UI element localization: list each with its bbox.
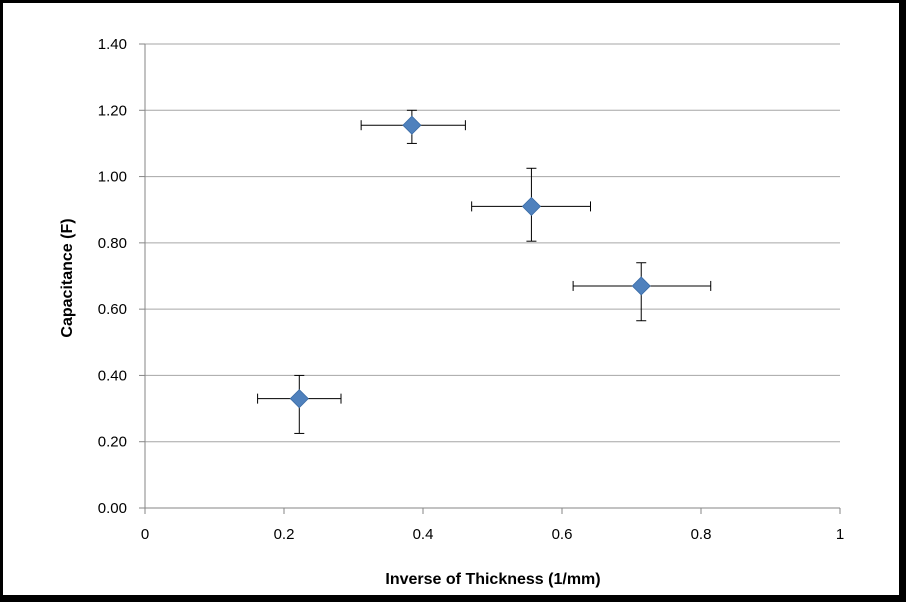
- x-tick-label: 1: [836, 526, 844, 543]
- y-tick-label: 1.40: [98, 36, 127, 53]
- y-tick-label: 0.80: [98, 235, 127, 252]
- y-tick-label: 0.20: [98, 434, 127, 451]
- y-tick-label: 0.60: [98, 301, 127, 318]
- y-axis-title: Capacitance (F): [59, 218, 76, 337]
- tick-labels: 0.00 0.20 0.40 0.60 0.80 1.00 1.20 1.40 0 0.2 0.4 0…: [98, 36, 844, 543]
- data-points: [289, 115, 651, 409]
- data-point: [521, 196, 541, 216]
- x-tick-label: 0.6: [552, 526, 573, 543]
- x-tick-label: 0: [141, 526, 149, 543]
- y-tick-label: 0.00: [98, 500, 127, 517]
- x-axis-title: Inverse of Thickness (1/mm): [385, 571, 600, 588]
- axes: [139, 43, 841, 514]
- error-bars: [257, 109, 712, 434]
- x-tick-label: 0.4: [413, 526, 434, 543]
- gridlines: [145, 43, 840, 443]
- y-tick-label: 1.00: [98, 169, 127, 186]
- x-tick-label: 0.8: [691, 526, 712, 543]
- x-tick-label: 0.2: [274, 526, 295, 543]
- y-tick-label: 0.40: [98, 367, 127, 384]
- data-point: [631, 276, 651, 296]
- y-tick-label: 1.20: [98, 102, 127, 119]
- data-point: [402, 115, 422, 135]
- data-point: [289, 389, 309, 409]
